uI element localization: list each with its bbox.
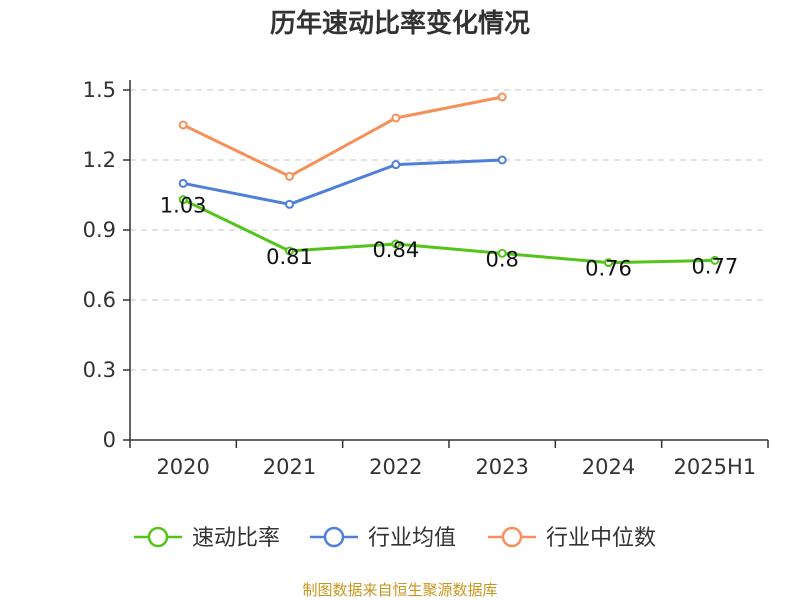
legend-label: 行业中位数 <box>546 526 656 551</box>
series-line <box>182 95 503 178</box>
source-note: 制图数据来自恒生聚源数据库 <box>302 581 497 599</box>
legend-item[interactable]: 行业均值 <box>310 526 456 551</box>
data-point[interactable] <box>178 120 188 130</box>
series-line <box>182 158 503 206</box>
data-point[interactable] <box>285 199 294 209</box>
x-tick-label: 2022 <box>369 455 422 479</box>
data-point[interactable] <box>391 113 401 123</box>
y-tick-label: 0 <box>103 428 116 452</box>
legend-label: 速动比率 <box>192 526 280 551</box>
x-tick-label: 2024 <box>582 455 635 479</box>
legend-marker-icon <box>501 526 523 548</box>
data-label: 0.77 <box>691 254 738 278</box>
series-lines <box>178 92 720 268</box>
data-point[interactable] <box>391 239 401 249</box>
series-line <box>182 198 715 265</box>
data-label: 0.8 <box>485 247 518 271</box>
x-tick-label: 2021 <box>263 455 316 479</box>
data-point[interactable] <box>497 92 507 102</box>
data-point[interactable] <box>497 155 507 165</box>
legend-item[interactable]: 速动比率 <box>134 526 280 551</box>
data-point[interactable] <box>710 255 720 265</box>
data-label: 0.76 <box>585 257 632 281</box>
y-tick-label: 1.2 <box>83 148 116 172</box>
y-tick-label: 0.3 <box>83 358 116 382</box>
legend[interactable]: 速动比率 行业均值 行业中位数 <box>134 526 656 551</box>
legend-label: 行业均值 <box>368 526 456 551</box>
x-tick-label: 2020 <box>156 455 209 479</box>
data-labels: 1.03 0.81 0.84 0.8 0.76 0.77 <box>160 194 738 281</box>
y-tick-label: 0.6 <box>83 288 116 312</box>
data-label: 0.81 <box>266 245 313 269</box>
y-tick-label: 0.9 <box>83 218 116 242</box>
x-tick-label: 2025H1 <box>674 455 757 479</box>
x-tick-label: 2023 <box>475 455 528 479</box>
data-point[interactable] <box>497 248 507 258</box>
axes: 0 0.3 0.6 0.9 1.2 1.5 2020 2021 2022 2023 2024 2025… <box>83 78 769 479</box>
chart-title: 历年速动比率变化情况 <box>270 8 530 39</box>
legend-marker-icon <box>323 526 345 548</box>
data-point[interactable] <box>604 258 613 268</box>
data-point[interactable] <box>178 195 188 205</box>
data-label: 1.03 <box>160 194 207 218</box>
data-label: 0.84 <box>372 238 419 262</box>
data-point[interactable] <box>285 246 294 256</box>
legend-item[interactable]: 行业中位数 <box>488 526 656 551</box>
data-point[interactable] <box>391 160 401 170</box>
legend-marker-icon <box>147 526 169 548</box>
gridlines <box>130 89 768 371</box>
data-point[interactable] <box>178 178 188 188</box>
data-point[interactable] <box>285 171 294 181</box>
y-tick-label: 1.5 <box>83 78 116 102</box>
